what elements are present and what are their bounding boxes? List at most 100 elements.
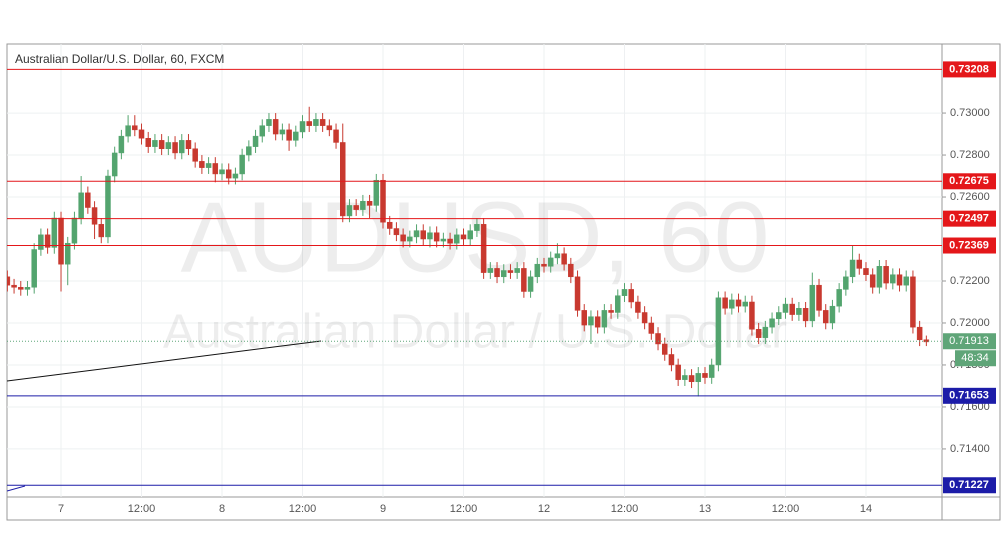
trend-line <box>7 340 322 382</box>
candle-body <box>742 301 748 307</box>
candle-body <box>822 310 829 324</box>
candle-body <box>306 121 312 126</box>
candle-body <box>601 310 608 328</box>
last-price-box <box>943 333 996 350</box>
y-tick-label: 0.72200 <box>950 275 990 287</box>
candle-body <box>568 263 574 278</box>
plot <box>7 68 942 492</box>
candle-body <box>18 287 24 290</box>
candle-body <box>896 274 903 286</box>
candle-body <box>688 375 695 383</box>
candle-body <box>165 142 172 149</box>
x-tick-label: 12:00 <box>611 503 639 515</box>
candle-body <box>386 221 393 229</box>
candle-body <box>447 238 453 244</box>
candle-body <box>776 312 782 320</box>
candle-body <box>373 179 380 206</box>
candle-body <box>293 131 299 141</box>
candle-body <box>11 284 17 288</box>
level-label-box <box>943 61 996 78</box>
candle-body <box>527 276 534 292</box>
candle-body <box>272 119 279 135</box>
candle-body <box>239 154 245 175</box>
y-tick-label: 0.73000 <box>950 107 990 119</box>
candle-body <box>7 276 11 286</box>
candle-body <box>111 152 118 177</box>
candle-body <box>628 289 634 303</box>
candle-body <box>876 266 883 288</box>
candle-body <box>547 257 554 267</box>
candle-body <box>420 230 426 240</box>
candle-body <box>829 305 836 324</box>
candle-body <box>856 259 863 269</box>
level-label: 0.73208 <box>949 63 989 75</box>
candle-body <box>413 230 420 238</box>
candle-body <box>789 303 795 315</box>
candle-body <box>51 217 58 248</box>
candle-body <box>71 217 78 244</box>
candle-body <box>132 125 138 131</box>
y-tick-label: 0.72000 <box>950 317 990 329</box>
candle-body <box>44 234 51 248</box>
candle-body <box>916 326 923 341</box>
candle-body <box>58 217 64 265</box>
candle-body <box>78 192 84 219</box>
candle-body <box>749 301 755 330</box>
candle-body <box>225 169 232 179</box>
candle-body <box>407 236 413 242</box>
candle-body <box>594 316 601 328</box>
candle-body <box>675 364 681 380</box>
candle-body <box>809 284 816 322</box>
candle-body <box>836 289 842 307</box>
candle-body <box>668 354 675 366</box>
candle-body <box>185 140 192 149</box>
candle-body <box>769 318 775 328</box>
candle-body <box>333 129 339 143</box>
candle-body <box>440 238 447 242</box>
candle-body <box>796 308 802 315</box>
candle-body <box>279 129 286 135</box>
candle-body <box>138 129 145 139</box>
candle-body <box>521 268 527 292</box>
candle-body <box>199 161 205 168</box>
candle-body <box>755 329 762 338</box>
candle-body <box>433 232 440 242</box>
candle-body <box>353 205 359 210</box>
candle-body <box>313 119 319 126</box>
candle-body <box>340 142 346 217</box>
candle-body <box>192 148 198 162</box>
level-label-box <box>943 210 996 227</box>
x-tick-label: 9 <box>380 503 386 515</box>
candle-body <box>682 375 688 380</box>
candle-body <box>246 146 252 156</box>
candle-body <box>802 308 809 322</box>
level-label: 0.71653 <box>949 390 989 402</box>
candle-body <box>561 253 567 265</box>
candle-body <box>541 263 547 267</box>
candle-body <box>695 373 702 383</box>
level-label: 0.72369 <box>949 239 989 251</box>
candle-body <box>118 135 125 154</box>
candle-body <box>648 322 655 334</box>
candle-body <box>366 200 373 206</box>
candle-body <box>621 289 628 296</box>
candle-body <box>64 242 71 265</box>
candle-body <box>400 234 406 242</box>
candle-body <box>487 268 494 273</box>
x-tick-label: 12:00 <box>128 503 156 515</box>
level-label-box <box>943 477 996 494</box>
candle-body <box>608 310 614 313</box>
candle-body <box>454 234 460 244</box>
watermark-name: Australian Dollar / U.S. Dollar <box>163 306 787 359</box>
level-label: 0.71227 <box>949 479 989 491</box>
candle-body <box>179 140 185 154</box>
candle-body <box>125 125 131 137</box>
y-tick-label: 0.72600 <box>950 191 990 203</box>
candle-body <box>910 276 916 328</box>
candle-body <box>212 163 219 175</box>
level-label: 0.72675 <box>949 175 989 187</box>
candle-body <box>266 119 272 126</box>
candle-body <box>98 224 105 238</box>
candle-body <box>319 119 326 126</box>
